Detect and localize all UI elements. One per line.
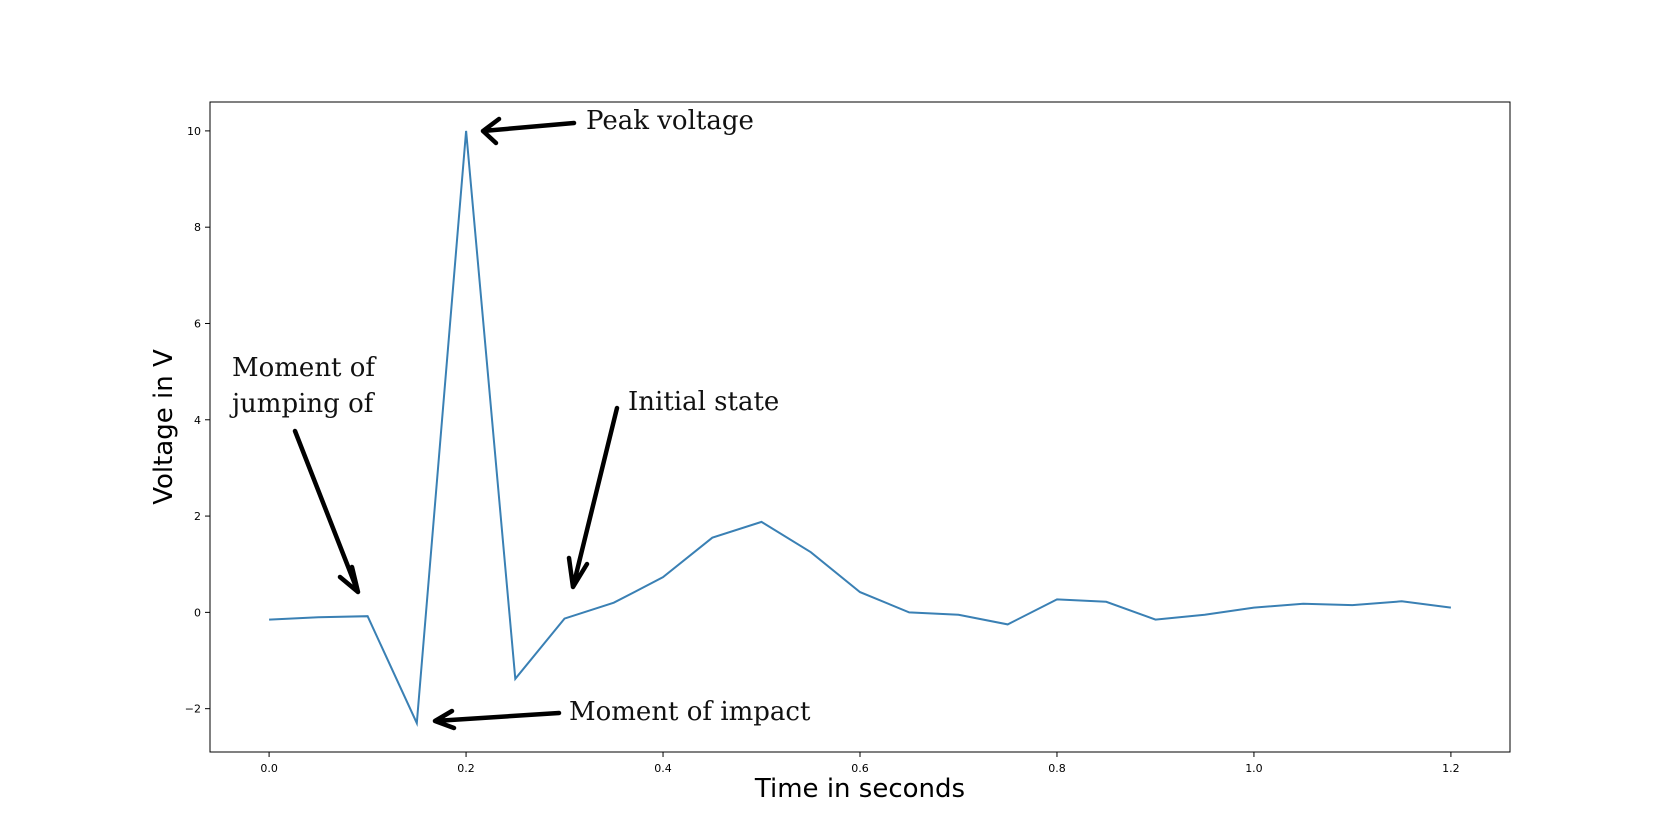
x-tick-label: 1.2 — [1442, 762, 1460, 775]
x-tick-label: 1.0 — [1245, 762, 1263, 775]
annotation-peak-voltage-text: Peak voltage — [586, 106, 754, 136]
arrow-initial-state — [566, 405, 620, 590]
x-tick-label: 0.6 — [851, 762, 869, 775]
arrow-moment-of-impact — [432, 708, 562, 731]
x-tick-label: 0.2 — [457, 762, 475, 775]
y-tick-label: 10 — [187, 125, 201, 138]
voltage-series-line — [269, 130, 1452, 727]
annotation-initial-state-text: Initial state — [628, 387, 779, 417]
x-tick-label: 0.0 — [260, 762, 278, 775]
x-tick-label: 0.8 — [1048, 762, 1066, 775]
y-tick-label: 6 — [194, 317, 201, 330]
annotation-jumping-off-line2: jumping of — [229, 389, 376, 419]
x-axis-ticks: 0.0 0.2 0.4 0.6 0.8 1.0 1.2 — [260, 752, 1460, 775]
annotation-peak-voltage: Peak voltage — [480, 106, 754, 146]
y-tick-label: 2 — [194, 510, 201, 523]
annotation-initial-state: Initial state — [566, 387, 779, 590]
y-tick-label: 0 — [194, 606, 201, 619]
plot-frame — [209, 101, 1511, 753]
y-axis-ticks: −2 0 2 4 6 8 10 — [185, 125, 210, 716]
annotation-moment-of-impact: Moment of impact — [432, 697, 811, 731]
arrow-peak-voltage — [480, 116, 577, 146]
annotation-jumping-off: Moment of jumping of — [229, 353, 377, 595]
y-tick-label: −2 — [185, 703, 201, 716]
y-axis-title: Voltage in V — [149, 349, 179, 505]
annotation-jumping-off-line1: Moment of — [232, 353, 377, 383]
arrow-jumping-off — [292, 428, 361, 595]
y-tick-label: 8 — [194, 221, 201, 234]
y-tick-label: 4 — [194, 414, 201, 427]
x-axis-title: Time in seconds — [754, 774, 965, 804]
x-tick-label: 0.4 — [654, 762, 672, 775]
annotation-moment-of-impact-text: Moment of impact — [569, 697, 811, 727]
